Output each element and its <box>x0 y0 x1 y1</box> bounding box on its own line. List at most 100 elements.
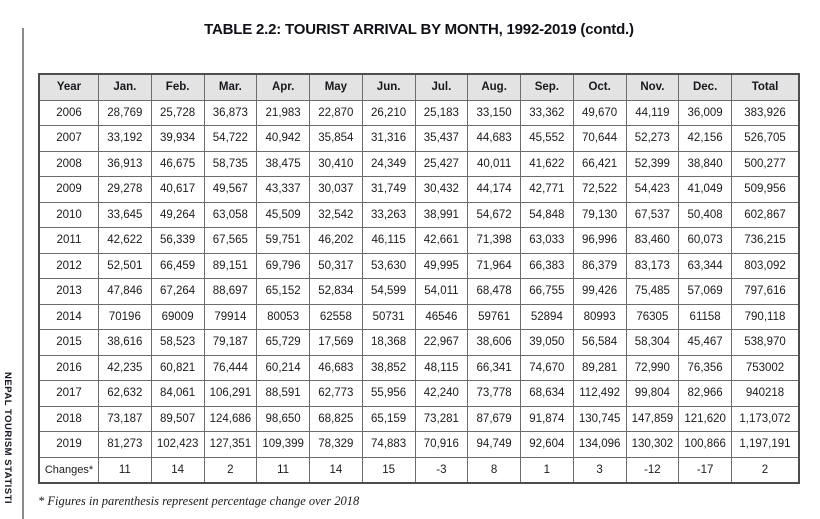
value-cell: 94,749 <box>467 431 521 458</box>
value-cell: 75,485 <box>625 278 680 305</box>
value-cell: 79,187 <box>203 329 258 356</box>
value-cell: 67,565 <box>203 227 258 254</box>
table-row: 2009 29,278 40,617 49,567 43,337 30,037 31,749… <box>38 176 800 203</box>
value-cell: 62558 <box>309 303 363 330</box>
value-cell: 70,916 <box>414 431 469 458</box>
value-cell: 38,991 <box>414 201 469 228</box>
value-cell: 74,670 <box>520 354 574 381</box>
value-cell: 52,399 <box>625 150 680 177</box>
value-cell: 130,745 <box>572 405 627 432</box>
value-cell: 66,341 <box>467 354 521 381</box>
value-cell: 36,913 <box>98 150 152 177</box>
value-cell: 46,115 <box>361 227 416 254</box>
value-cell: -12 <box>625 456 680 484</box>
column-header: Jan. <box>98 73 152 101</box>
value-cell: 59,751 <box>256 227 310 254</box>
value-cell: 43,337 <box>256 176 310 203</box>
value-cell: 11 <box>256 456 310 484</box>
value-cell: 8 <box>467 456 521 484</box>
row-label-cell: Changes* <box>38 456 99 484</box>
row-label-cell: 2006 <box>38 99 99 126</box>
value-cell: 41,049 <box>678 176 732 203</box>
row-label-cell: 2010 <box>38 201 99 228</box>
value-cell: 68,634 <box>520 380 574 407</box>
value-cell: 54,423 <box>625 176 680 203</box>
footnote: * Figures in parenthesis represent perce… <box>38 494 360 508</box>
value-cell: 82,966 <box>678 380 732 407</box>
value-cell: 49,264 <box>150 201 205 228</box>
header-row: Year Jan. Feb. Mar. Apr. May Jun. Jul. Aug. Sep. O… <box>38 73 800 101</box>
value-cell: 89,281 <box>572 354 627 381</box>
value-cell: 38,616 <box>98 329 152 356</box>
value-cell: 67,537 <box>625 201 680 228</box>
value-cell: 44,683 <box>467 125 521 152</box>
value-cell: 60,073 <box>678 227 732 254</box>
row-label-cell: 2016 <box>38 354 99 381</box>
value-cell: 134,096 <box>572 431 627 458</box>
value-cell: 88,591 <box>256 380 310 407</box>
value-cell: 60,214 <box>256 354 310 381</box>
value-cell: 1,197,191 <box>731 431 800 458</box>
table-row: Changes* 11 14 2 11 14 15 -3 8 1 3 -12 -17 2 <box>38 456 800 484</box>
value-cell: 42,622 <box>98 227 152 254</box>
tourist-arrivals-table: Year Jan. Feb. Mar. Apr. May Jun. Jul. Aug. Sep. O… <box>38 73 800 484</box>
value-cell: 121,620 <box>678 405 732 432</box>
value-cell: 44,174 <box>467 176 521 203</box>
value-cell: 76305 <box>625 303 680 330</box>
value-cell: 73,778 <box>467 380 521 407</box>
column-header: Apr. <box>256 73 310 101</box>
value-cell: 40,011 <box>467 150 521 177</box>
value-cell: 66,459 <box>150 252 205 279</box>
value-cell: 790,118 <box>731 303 800 330</box>
value-cell: 509,956 <box>731 176 800 203</box>
value-cell: 98,650 <box>256 405 310 432</box>
value-cell: 54,848 <box>520 201 574 228</box>
table-row: 2010 33,645 49,264 63,058 45,509 32,542 33,263… <box>38 201 800 228</box>
value-cell: 22,967 <box>414 329 469 356</box>
value-cell: 72,522 <box>572 176 627 203</box>
table-row: 2018 73,187 89,507 124,686 98,650 68,825 65,15… <box>38 405 800 432</box>
row-label-cell: 2012 <box>38 252 99 279</box>
value-cell: 73,281 <box>414 405 469 432</box>
value-cell: 76,444 <box>203 354 258 381</box>
value-cell: 40,942 <box>256 125 310 152</box>
value-cell: 602,867 <box>731 201 800 228</box>
value-cell: 89,507 <box>150 405 205 432</box>
value-cell: 65,152 <box>256 278 310 305</box>
value-cell: 42,235 <box>98 354 152 381</box>
value-cell: 14 <box>150 456 205 484</box>
table-row: 2019 81,273 102,423 127,351 109,399 78,329 74,… <box>38 431 800 458</box>
value-cell: 99,804 <box>625 380 680 407</box>
value-cell: 53,630 <box>361 252 416 279</box>
value-cell: 39,934 <box>150 125 205 152</box>
value-cell: 753002 <box>731 354 800 381</box>
value-cell: 50,408 <box>678 201 732 228</box>
value-cell: 39,050 <box>520 329 574 356</box>
value-cell: 52894 <box>520 303 574 330</box>
value-cell: 42,661 <box>414 227 469 254</box>
value-cell: 26,210 <box>361 99 416 126</box>
value-cell: 44,119 <box>625 99 680 126</box>
value-cell: 50731 <box>361 303 416 330</box>
value-cell: 47,846 <box>98 278 152 305</box>
table-row: 2006 28,769 25,728 36,873 21,983 22,870 26,210… <box>38 99 800 126</box>
value-cell: 1,173,072 <box>731 405 800 432</box>
value-cell: 38,475 <box>256 150 310 177</box>
value-cell: 52,273 <box>625 125 680 152</box>
value-cell: 38,852 <box>361 354 416 381</box>
column-header: Year <box>38 73 99 101</box>
value-cell: 80053 <box>256 303 310 330</box>
value-cell: 11 <box>98 456 152 484</box>
table-row: 2016 42,235 60,821 76,444 60,214 46,683 38,852… <box>38 354 800 381</box>
value-cell: 87,679 <box>467 405 521 432</box>
value-cell: 30,432 <box>414 176 469 203</box>
value-cell: 36,873 <box>203 99 258 126</box>
table-row: 2015 38,616 58,523 79,187 65,729 17,569 18,368… <box>38 329 800 356</box>
value-cell: 383,926 <box>731 99 800 126</box>
value-cell: 1 <box>520 456 574 484</box>
value-cell: 99,426 <box>572 278 627 305</box>
value-cell: 18,368 <box>361 329 416 356</box>
value-cell: 91,874 <box>520 405 574 432</box>
value-cell: 76,356 <box>678 354 732 381</box>
value-cell: 59761 <box>467 303 521 330</box>
